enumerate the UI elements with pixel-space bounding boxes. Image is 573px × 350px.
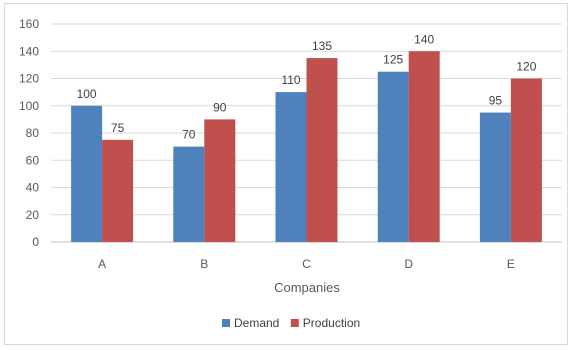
legend-label-production: Production: [303, 316, 360, 330]
bar-demand-c: [275, 92, 307, 242]
x-tick-label: E: [507, 257, 515, 271]
y-tick-label: 60: [26, 153, 40, 167]
legend-swatch-production: [290, 319, 299, 327]
x-tick-label: C: [302, 257, 311, 271]
data-labels: 100 75 70 90 110 135 125 140 95 120: [77, 32, 537, 141]
bar-demand-e: [479, 112, 511, 242]
x-tick-label: A: [98, 257, 106, 271]
data-label-demand-e: 95: [489, 94, 503, 108]
data-label-demand-a: 100: [77, 87, 97, 101]
data-label-demand-d: 125: [383, 53, 403, 67]
data-label-production-d: 140: [414, 32, 434, 46]
bar-demand-b: [173, 146, 205, 242]
x-axis-title: Companies: [274, 280, 340, 295]
bars: [71, 51, 542, 242]
y-tick-label: 160: [19, 17, 39, 31]
data-label-production-b: 90: [213, 100, 227, 114]
data-label-production-e: 120: [516, 60, 536, 74]
y-tick-label: 140: [19, 44, 39, 58]
data-label-production-c: 135: [312, 39, 332, 53]
y-tick-label: 40: [26, 181, 40, 195]
bar-production-d: [408, 51, 440, 242]
data-label-demand-b: 70: [182, 128, 196, 142]
y-tick-label: 20: [26, 208, 40, 222]
legend: Demand Production: [222, 316, 360, 330]
bar-demand-a: [71, 105, 103, 242]
legend-swatch-demand: [222, 319, 230, 327]
x-tick-label: D: [404, 257, 413, 271]
bar-production-b: [204, 119, 236, 242]
y-tick-labels: 0 20 40 60 80 100 120 140 160: [19, 17, 39, 249]
y-tick-label: 120: [19, 72, 39, 86]
bar-production-c: [306, 58, 338, 242]
bar-production-a: [102, 139, 134, 242]
y-tick-label: 100: [19, 99, 39, 113]
data-label-demand-c: 110: [281, 73, 300, 87]
y-tick-label: 0: [32, 235, 39, 249]
bar-demand-d: [377, 71, 409, 242]
legend-label-demand: Demand: [234, 316, 279, 330]
x-tick-labels: A B C D E: [98, 257, 515, 271]
data-label-production-a: 75: [111, 121, 125, 135]
x-tick-label: B: [200, 257, 208, 271]
bar-production-e: [510, 78, 542, 242]
y-tick-label: 80: [26, 126, 40, 140]
